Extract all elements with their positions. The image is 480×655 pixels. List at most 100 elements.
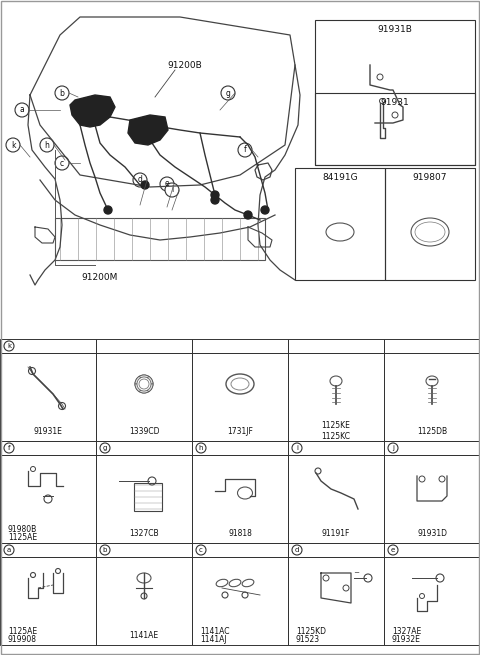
Circle shape bbox=[292, 443, 302, 453]
Bar bbox=[315, 92, 475, 165]
Bar bbox=[288, 543, 384, 557]
Polygon shape bbox=[128, 115, 168, 145]
Bar bbox=[315, 20, 475, 165]
Circle shape bbox=[55, 86, 69, 100]
Text: a: a bbox=[20, 105, 24, 115]
Text: g: g bbox=[103, 445, 107, 451]
Circle shape bbox=[244, 211, 252, 219]
Circle shape bbox=[388, 545, 398, 555]
Text: ─: ─ bbox=[354, 570, 358, 576]
Text: c: c bbox=[199, 547, 203, 553]
Bar bbox=[192, 543, 288, 557]
Bar bbox=[96, 353, 192, 441]
Text: a: a bbox=[7, 547, 11, 553]
Circle shape bbox=[211, 196, 219, 204]
Text: 91980B: 91980B bbox=[8, 525, 37, 534]
Text: 1141AC: 1141AC bbox=[200, 626, 229, 635]
Bar bbox=[134, 483, 162, 511]
Circle shape bbox=[165, 183, 179, 197]
Bar bbox=[192, 339, 288, 353]
Text: c: c bbox=[60, 159, 64, 168]
Bar bbox=[384, 557, 480, 645]
Circle shape bbox=[141, 181, 149, 189]
Bar bbox=[295, 168, 385, 280]
Text: b: b bbox=[103, 547, 107, 553]
Bar bbox=[55, 218, 265, 260]
Circle shape bbox=[221, 86, 235, 100]
Bar bbox=[288, 455, 384, 543]
Bar bbox=[288, 557, 384, 645]
Bar bbox=[192, 455, 288, 543]
Wedge shape bbox=[140, 375, 148, 378]
Bar bbox=[288, 339, 384, 353]
Bar bbox=[0, 441, 96, 455]
Text: k: k bbox=[7, 343, 11, 349]
Wedge shape bbox=[135, 376, 141, 384]
Text: f: f bbox=[8, 445, 10, 451]
Text: h: h bbox=[45, 141, 49, 149]
Text: 91931B: 91931B bbox=[378, 26, 412, 35]
Circle shape bbox=[100, 443, 110, 453]
Text: 1327CB: 1327CB bbox=[129, 529, 159, 538]
Bar bbox=[384, 339, 480, 353]
Bar bbox=[96, 543, 192, 557]
Text: 1141AJ: 1141AJ bbox=[200, 635, 227, 643]
Text: 91200B: 91200B bbox=[168, 60, 203, 69]
Text: 1125AE: 1125AE bbox=[8, 626, 37, 635]
Text: i: i bbox=[296, 445, 298, 451]
Text: k: k bbox=[11, 141, 15, 149]
Text: 84191G: 84191G bbox=[322, 174, 358, 183]
Text: 1125KD: 1125KD bbox=[296, 626, 326, 635]
Bar bbox=[96, 339, 192, 353]
Bar bbox=[288, 353, 384, 441]
Text: 1339CD: 1339CD bbox=[129, 426, 159, 436]
Text: 919908: 919908 bbox=[8, 635, 37, 643]
Text: 91200M: 91200M bbox=[82, 272, 118, 282]
Circle shape bbox=[196, 443, 206, 453]
Text: 91931E: 91931E bbox=[34, 426, 62, 436]
Bar bbox=[192, 441, 288, 455]
Circle shape bbox=[55, 156, 69, 170]
Text: j: j bbox=[392, 445, 394, 451]
Circle shape bbox=[388, 443, 398, 453]
Wedge shape bbox=[147, 376, 153, 384]
Wedge shape bbox=[135, 384, 141, 392]
Text: d: d bbox=[295, 547, 299, 553]
Text: 91191F: 91191F bbox=[322, 529, 350, 538]
Text: e: e bbox=[391, 547, 395, 553]
Wedge shape bbox=[147, 384, 153, 392]
Bar bbox=[0, 455, 96, 543]
Bar bbox=[384, 441, 480, 455]
Bar bbox=[96, 557, 192, 645]
Text: d: d bbox=[138, 176, 143, 185]
Circle shape bbox=[292, 545, 302, 555]
Bar bbox=[0, 339, 96, 353]
Bar bbox=[0, 557, 96, 645]
Circle shape bbox=[160, 177, 174, 191]
Bar bbox=[288, 441, 384, 455]
Bar bbox=[96, 455, 192, 543]
Circle shape bbox=[100, 545, 110, 555]
Text: 1125DB: 1125DB bbox=[417, 426, 447, 436]
Text: 91818: 91818 bbox=[228, 529, 252, 538]
Circle shape bbox=[104, 206, 112, 214]
Circle shape bbox=[261, 206, 269, 214]
Bar bbox=[0, 543, 96, 557]
Text: i: i bbox=[171, 185, 173, 195]
Circle shape bbox=[40, 138, 54, 152]
Bar bbox=[385, 168, 475, 280]
Text: 1141AE: 1141AE bbox=[130, 631, 158, 639]
Text: 919807: 919807 bbox=[413, 174, 447, 183]
Text: f: f bbox=[244, 145, 246, 155]
Text: b: b bbox=[60, 88, 64, 98]
Bar bbox=[384, 543, 480, 557]
Circle shape bbox=[4, 341, 14, 351]
Bar bbox=[384, 353, 480, 441]
Circle shape bbox=[133, 173, 147, 187]
Text: 91931: 91931 bbox=[381, 98, 409, 107]
Circle shape bbox=[238, 143, 252, 157]
Text: 1731JF: 1731JF bbox=[227, 426, 253, 436]
Bar bbox=[192, 557, 288, 645]
Circle shape bbox=[196, 545, 206, 555]
Circle shape bbox=[211, 191, 219, 199]
